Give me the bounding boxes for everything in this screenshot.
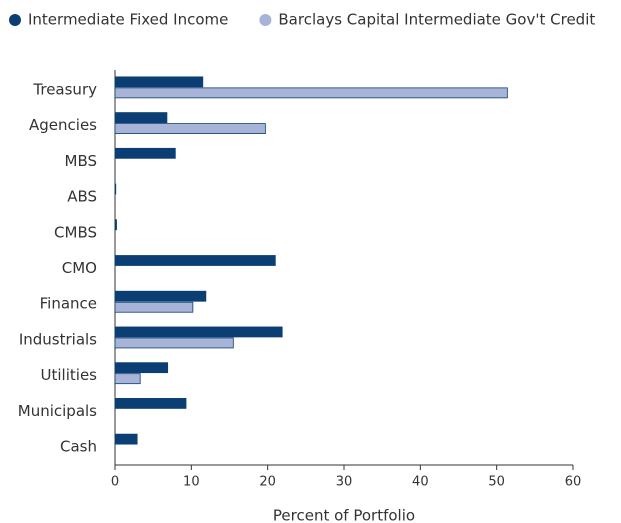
y-tick-label: Utilities: [41, 366, 98, 384]
bar: [114, 362, 169, 374]
bar: [114, 290, 207, 302]
y-tick-label: CMBS: [54, 223, 97, 241]
x-tick-label: 20: [259, 475, 276, 490]
legend-marker: [9, 14, 21, 26]
y-tick-label: ABS: [67, 188, 97, 206]
legend-label: Barclays Capital Intermediate Gov't Cred…: [278, 11, 595, 29]
bar: [114, 87, 508, 99]
y-tick-label: Municipals: [18, 402, 97, 420]
x-tick-label: 60: [565, 475, 582, 490]
bar: [114, 112, 168, 123]
y-tick-label: CMO: [62, 259, 97, 277]
y-tick-label: MBS: [65, 152, 98, 170]
bar: [114, 255, 276, 266]
legend-marker: [259, 14, 272, 26]
bar: [114, 433, 138, 445]
x-tick-label: 40: [412, 475, 429, 490]
y-tick-label: Industrials: [19, 330, 97, 348]
bar: [114, 76, 204, 88]
x-tick-label: 10: [183, 475, 200, 490]
x-axis-label: Percent of Portfolio: [273, 507, 415, 523]
x-tick-label: 0: [111, 475, 119, 490]
y-tick-label: Agencies: [29, 116, 97, 134]
bar: [114, 301, 194, 313]
x-tick-label: 30: [336, 475, 353, 490]
bar: [114, 398, 187, 409]
legend-label: Intermediate Fixed Income: [28, 11, 228, 29]
bar: [114, 219, 117, 231]
x-tick-label: 50: [488, 475, 505, 490]
bar: [114, 123, 266, 134]
y-tick-label: Cash: [60, 438, 97, 456]
bar: [114, 326, 283, 338]
bar: [114, 373, 141, 385]
bar: [114, 337, 234, 349]
y-tick-label: Finance: [40, 295, 97, 313]
y-tick-label: Treasury: [32, 80, 97, 98]
bar: [114, 183, 117, 195]
bar: [114, 147, 176, 159]
